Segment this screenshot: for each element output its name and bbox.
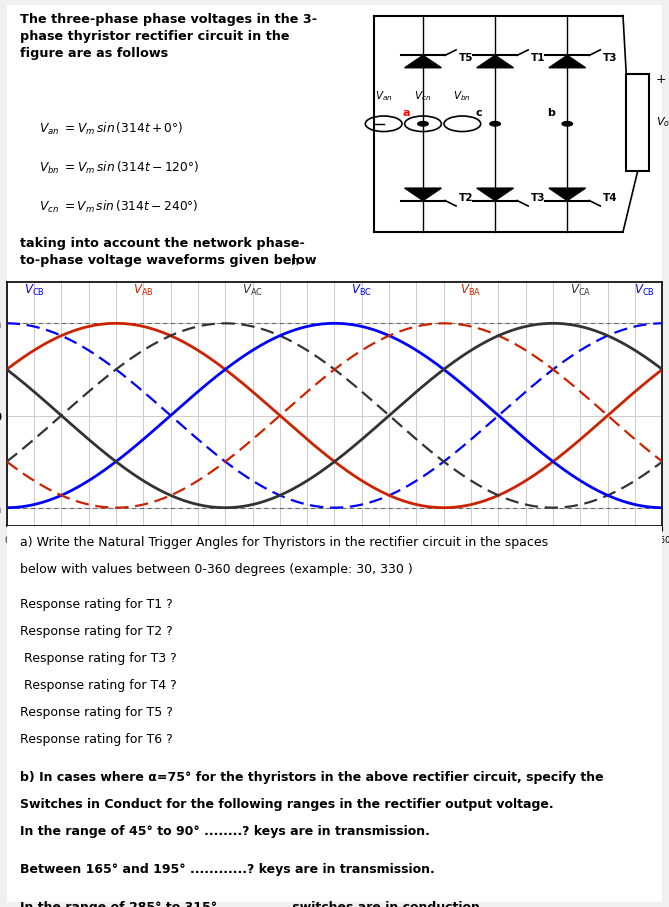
Text: a: a xyxy=(403,108,410,118)
Text: $V_{\mathrm{CB}}$: $V_{\mathrm{CB}}$ xyxy=(23,282,44,297)
Text: T1: T1 xyxy=(531,53,546,63)
Text: In the range of 285° to 315° .............. switches are in conduction.: In the range of 285° to 315° ...........… xyxy=(20,902,484,907)
Circle shape xyxy=(562,122,573,126)
Text: $V_{\mathrm{AC}}$: $V_{\mathrm{AC}}$ xyxy=(242,282,263,297)
Polygon shape xyxy=(477,55,514,68)
Text: T3: T3 xyxy=(603,53,617,63)
Text: $V_{\mathrm{BA}}$: $V_{\mathrm{BA}}$ xyxy=(460,282,482,297)
Text: b: b xyxy=(547,108,555,118)
Text: $V_{cn}$: $V_{cn}$ xyxy=(414,89,432,103)
Text: T4: T4 xyxy=(603,193,618,203)
Text: $V_{\mathrm{BC}}$: $V_{\mathrm{BC}}$ xyxy=(351,282,373,297)
Text: T2: T2 xyxy=(459,193,474,203)
Bar xyxy=(626,73,649,171)
Text: c: c xyxy=(476,108,482,118)
Text: $V_{\mathrm{AB}}$: $V_{\mathrm{AB}}$ xyxy=(133,282,154,297)
Text: b) In cases where α=75° for the thyristors in the above rectifier circuit, speci: b) In cases where α=75° for the thyristo… xyxy=(20,771,603,785)
Text: below with values between 0-360 degrees (example: 30, 330 ): below with values between 0-360 degrees … xyxy=(20,562,413,576)
Polygon shape xyxy=(549,55,585,68)
Text: +: + xyxy=(656,73,666,86)
Text: taking into account the network phase-
to-phase voltage waveforms given below: taking into account the network phase- t… xyxy=(20,238,316,268)
Polygon shape xyxy=(405,55,442,68)
Text: In the range of 45° to 90° ........? keys are in transmission.: In the range of 45° to 90° ........? key… xyxy=(20,825,429,838)
Text: $V_{cn}$ $= V_m\,\mathit{sin}\,(314t - 240°)$: $V_{cn}$ $= V_m\,\mathit{sin}\,(314t - 2… xyxy=(39,199,199,215)
Text: Response rating for T1 ?: Response rating for T1 ? xyxy=(20,598,173,610)
Circle shape xyxy=(417,122,428,126)
Text: Response rating for T4 ?: Response rating for T4 ? xyxy=(20,679,177,692)
Circle shape xyxy=(490,122,500,126)
Text: $V_o$: $V_o$ xyxy=(656,115,669,130)
Text: Load: Load xyxy=(634,112,642,133)
Text: Response rating for T5 ?: Response rating for T5 ? xyxy=(20,707,173,719)
Polygon shape xyxy=(405,188,442,200)
Text: a) Write the Natural Trigger Angles for Thyristors in the rectifier circuit in t: a) Write the Natural Trigger Angles for … xyxy=(20,535,548,549)
Text: n: n xyxy=(291,255,299,268)
Text: Response rating for T2 ?: Response rating for T2 ? xyxy=(20,625,173,638)
Text: T3: T3 xyxy=(531,193,546,203)
Text: $V_{\mathrm{CA}}$: $V_{\mathrm{CA}}$ xyxy=(570,282,591,297)
Text: The three-phase phase voltages in the 3-
phase thyristor rectifier circuit in th: The three-phase phase voltages in the 3-… xyxy=(20,13,317,60)
Text: Response rating for T3 ?: Response rating for T3 ? xyxy=(20,652,177,665)
Text: T5: T5 xyxy=(459,53,474,63)
Text: Switches in Conduct for the following ranges in the rectifier output voltage.: Switches in Conduct for the following ra… xyxy=(20,798,553,812)
Text: $V_{\mathrm{CB}}$: $V_{\mathrm{CB}}$ xyxy=(634,282,654,297)
Text: $V_{an}$: $V_{an}$ xyxy=(375,89,393,103)
Polygon shape xyxy=(549,188,585,200)
Text: $V_{bn}$ $= V_m\,\mathit{sin}\,(314t - 120°)$: $V_{bn}$ $= V_m\,\mathit{sin}\,(314t - 1… xyxy=(39,160,200,176)
Polygon shape xyxy=(477,188,514,200)
Text: $V_{bn}$: $V_{bn}$ xyxy=(454,89,471,103)
Text: Between 165° and 195° ............? keys are in transmission.: Between 165° and 195° ............? keys… xyxy=(20,863,435,876)
Text: $V_{an}$ $= V_m\,\mathit{sin}\,(314t + 0°)$: $V_{an}$ $= V_m\,\mathit{sin}\,(314t + 0… xyxy=(39,121,184,137)
Text: Response rating for T6 ?: Response rating for T6 ? xyxy=(20,734,173,746)
